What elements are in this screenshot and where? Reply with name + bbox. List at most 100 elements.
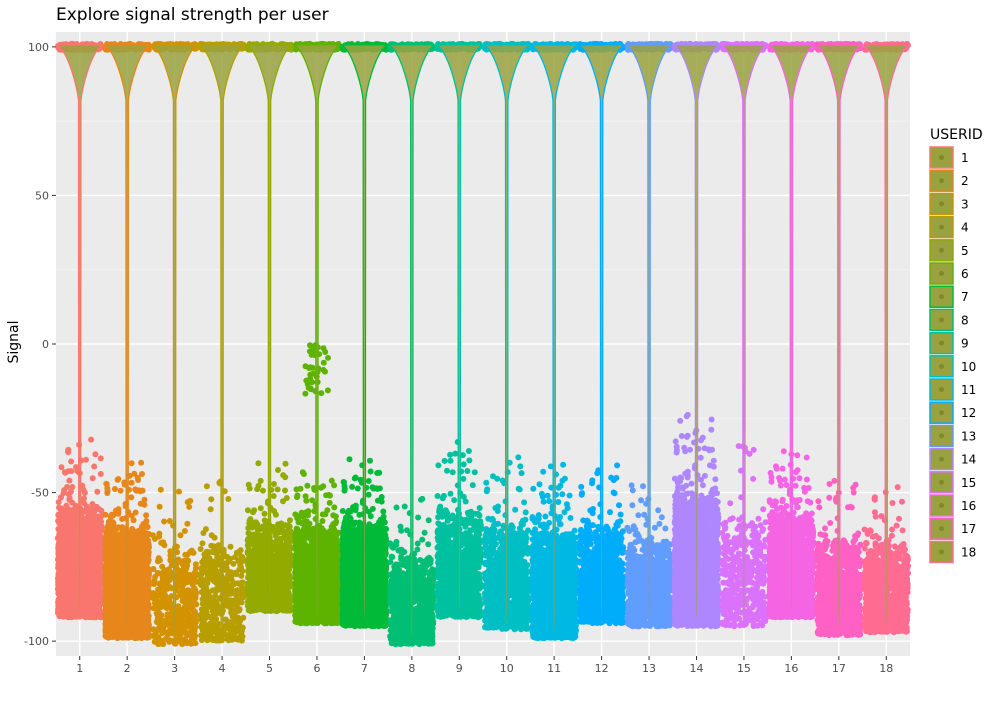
point xyxy=(104,481,110,487)
point xyxy=(98,455,104,461)
point xyxy=(55,512,61,518)
point xyxy=(144,566,150,572)
point xyxy=(94,489,100,495)
point xyxy=(56,533,62,539)
point xyxy=(118,612,124,618)
point xyxy=(68,459,74,465)
point xyxy=(106,537,112,543)
point xyxy=(62,598,68,604)
point xyxy=(56,552,62,558)
point xyxy=(137,593,143,599)
point xyxy=(59,590,65,596)
point xyxy=(88,437,94,443)
point xyxy=(69,548,75,554)
point xyxy=(144,628,150,634)
point xyxy=(106,532,112,538)
point xyxy=(90,521,96,527)
point xyxy=(118,598,124,604)
point xyxy=(62,531,68,537)
point xyxy=(110,512,116,518)
point xyxy=(112,486,118,492)
point xyxy=(70,529,76,535)
point xyxy=(89,550,95,556)
point xyxy=(131,601,137,607)
point xyxy=(70,534,76,540)
point xyxy=(109,603,115,609)
point xyxy=(111,626,117,632)
point xyxy=(90,475,96,481)
point xyxy=(86,562,92,568)
point xyxy=(73,595,79,601)
point xyxy=(113,597,119,603)
point xyxy=(103,512,109,518)
point xyxy=(61,538,67,544)
point xyxy=(98,471,104,477)
point xyxy=(92,573,98,579)
point xyxy=(70,611,76,617)
point xyxy=(93,506,99,512)
point xyxy=(128,627,134,633)
point xyxy=(133,510,139,516)
point xyxy=(65,468,71,474)
point xyxy=(128,494,134,500)
point xyxy=(112,591,118,597)
point xyxy=(57,568,63,574)
point xyxy=(59,464,65,470)
point xyxy=(139,528,145,534)
point xyxy=(118,538,124,544)
point xyxy=(143,587,149,593)
point xyxy=(58,494,64,500)
point xyxy=(110,634,116,640)
chart-title: Explore signal strength per user xyxy=(56,5,329,25)
point xyxy=(91,599,97,605)
point xyxy=(69,586,75,592)
point xyxy=(109,520,115,526)
point xyxy=(106,566,112,572)
point xyxy=(66,497,72,503)
point xyxy=(59,524,65,530)
point xyxy=(129,460,135,466)
point xyxy=(66,478,72,484)
point xyxy=(103,573,109,579)
point xyxy=(143,518,149,524)
point xyxy=(119,546,125,552)
point xyxy=(61,575,67,581)
point xyxy=(103,542,109,548)
plot-panel xyxy=(55,32,911,656)
point xyxy=(103,557,109,563)
point xyxy=(85,510,91,516)
point xyxy=(146,575,152,581)
point xyxy=(140,561,146,567)
point xyxy=(103,582,109,588)
point xyxy=(65,449,71,455)
point xyxy=(118,488,124,494)
point xyxy=(111,534,117,540)
point xyxy=(116,506,122,512)
point xyxy=(134,633,140,639)
point xyxy=(141,534,147,540)
point xyxy=(105,488,111,494)
point xyxy=(104,525,110,531)
point xyxy=(143,512,149,518)
point xyxy=(62,544,68,550)
point xyxy=(138,614,144,620)
point xyxy=(105,633,111,639)
point xyxy=(57,579,63,585)
point xyxy=(117,620,123,626)
point xyxy=(132,580,138,586)
point xyxy=(115,477,121,483)
point xyxy=(94,581,100,587)
point xyxy=(135,626,141,632)
point xyxy=(85,594,91,600)
point xyxy=(88,583,94,589)
point xyxy=(118,568,124,574)
point xyxy=(90,539,96,545)
point xyxy=(114,558,120,564)
point xyxy=(142,502,148,508)
point xyxy=(72,602,78,608)
point xyxy=(111,551,117,557)
point xyxy=(69,484,75,490)
point xyxy=(72,574,78,580)
